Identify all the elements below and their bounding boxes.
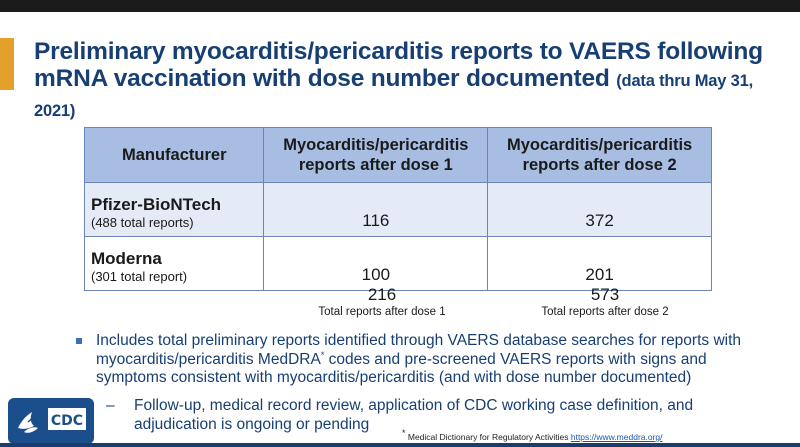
sub-bullet-text: Follow-up, medical record review, applic…	[134, 397, 694, 433]
slide-title: Preliminary myocarditis/pericarditis rep…	[34, 38, 794, 125]
bullet-square-icon	[76, 338, 82, 344]
bullet-point: Includes total preliminary reports ident…	[76, 332, 776, 388]
dose1-count: 100	[263, 236, 489, 291]
manufacturer-total-note: (301 total report)	[91, 269, 188, 284]
table-row-moderna: Moderna (301 total report) 100 201	[83, 236, 712, 291]
total-dose1-value: 216	[367, 285, 397, 304]
total-dose2: 573 Total reports after dose 2	[500, 285, 710, 320]
total-dose2-label: Total reports after dose 2	[541, 306, 669, 318]
title-accent-bar	[0, 38, 14, 90]
table-row-pfizer: Pfizer-BioNTech (488 total reports) 116 …	[83, 182, 712, 237]
bullet-text-part1: Includes total preliminary reports ident…	[96, 332, 742, 368]
bottom-bar	[0, 443, 800, 447]
dose2-count: 201	[487, 236, 712, 291]
footnote-mark: *	[402, 428, 406, 439]
dose2-count: 372	[487, 182, 712, 237]
cdc-logo: CDC	[8, 398, 94, 444]
reports-table: Manufacturer Myocarditis/pericarditis re…	[83, 127, 712, 291]
manufacturer-cell: Pfizer-BioNTech (488 total reports)	[83, 182, 265, 237]
cdc-logo-text: CDC	[51, 413, 83, 429]
dose1-count: 116	[263, 182, 489, 237]
footnote: * Medical Dictionary for Regulatory Acti…	[402, 429, 663, 442]
total-dose2-value: 573	[590, 285, 620, 304]
footnote-text: Medical Dictionary for Regulatory Activi…	[405, 432, 571, 442]
header-dose1: Myocarditis/pericarditis reports after d…	[263, 127, 489, 183]
sub-bullet-dash: –	[106, 397, 115, 414]
bullet-sup: *	[320, 349, 325, 360]
manufacturer-name: Pfizer-BioNTech	[91, 195, 222, 214]
hhs-eagle-icon	[18, 412, 41, 433]
sub-bullet-point: – Follow-up, medical record review, appl…	[106, 397, 746, 434]
title-date-range: (data thru May 31, 2021)	[34, 72, 753, 120]
meddra-link[interactable]: https://www.meddra.org/	[570, 432, 663, 442]
header-manufacturer: Manufacturer	[83, 127, 265, 183]
total-dose1: 216 Total reports after dose 1	[277, 285, 487, 320]
total-dose1-label: Total reports after dose 1	[318, 306, 446, 318]
manufacturer-total-note: (488 total reports)	[91, 215, 194, 230]
title-main: Preliminary myocarditis/pericarditis rep…	[34, 38, 763, 92]
manufacturer-cell: Moderna (301 total report)	[83, 236, 265, 291]
top-bar	[0, 0, 800, 12]
header-dose2: Myocarditis/pericarditis reports after d…	[487, 127, 712, 183]
bullet-text-part2: codes and pre-screened VAERS reports wit…	[96, 350, 707, 387]
manufacturer-name: Moderna	[91, 249, 162, 268]
bullet-text: Includes total preliminary reports ident…	[96, 332, 776, 388]
table-header-row: Manufacturer Myocarditis/pericarditis re…	[83, 127, 712, 183]
